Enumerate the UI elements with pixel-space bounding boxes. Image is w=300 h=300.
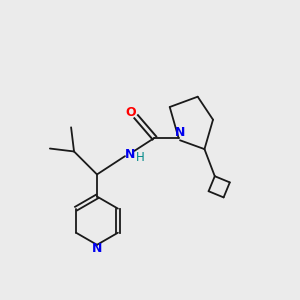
Text: H: H [136, 151, 145, 164]
Text: O: O [125, 106, 136, 119]
Text: N: N [125, 148, 135, 161]
Text: N: N [92, 242, 102, 255]
Text: N: N [175, 126, 185, 139]
